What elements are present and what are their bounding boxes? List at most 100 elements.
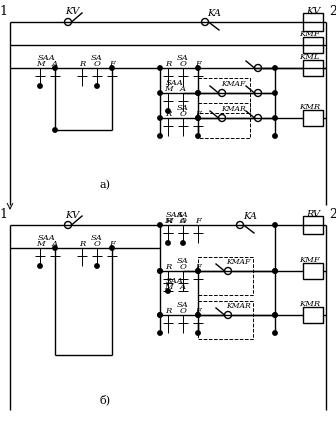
Text: A: A bbox=[180, 85, 186, 93]
Circle shape bbox=[196, 116, 200, 120]
Bar bbox=[303, 37, 323, 53]
Circle shape bbox=[196, 134, 200, 138]
Circle shape bbox=[53, 246, 57, 250]
Text: KMAR: KMAR bbox=[221, 105, 245, 113]
Circle shape bbox=[196, 66, 200, 70]
Bar bbox=[303, 307, 323, 323]
Text: SA: SA bbox=[177, 54, 189, 62]
Circle shape bbox=[95, 84, 99, 88]
Text: SAA: SAA bbox=[166, 211, 184, 219]
Text: F: F bbox=[195, 263, 201, 271]
Text: 2: 2 bbox=[329, 208, 336, 221]
Text: A: A bbox=[180, 283, 186, 291]
Circle shape bbox=[158, 331, 162, 335]
Circle shape bbox=[273, 134, 277, 138]
Bar bbox=[303, 60, 323, 76]
Text: O: O bbox=[179, 307, 186, 315]
Circle shape bbox=[273, 223, 277, 227]
Bar bbox=[198, 103, 250, 138]
Text: KMAF: KMAF bbox=[226, 258, 250, 266]
Bar bbox=[303, 263, 323, 279]
Bar bbox=[198, 78, 250, 113]
Circle shape bbox=[273, 269, 277, 273]
Text: R: R bbox=[79, 60, 85, 68]
Circle shape bbox=[196, 313, 200, 317]
Text: O: O bbox=[179, 60, 186, 68]
Text: A: A bbox=[180, 217, 186, 225]
Text: KML: KML bbox=[299, 53, 320, 61]
Circle shape bbox=[196, 116, 200, 120]
Circle shape bbox=[196, 331, 200, 335]
Text: M: M bbox=[36, 240, 44, 248]
Text: M: M bbox=[164, 283, 172, 291]
Circle shape bbox=[273, 116, 277, 120]
Text: SAA: SAA bbox=[166, 79, 184, 87]
Text: KMF: KMF bbox=[299, 256, 320, 264]
Text: F: F bbox=[195, 217, 201, 225]
Circle shape bbox=[158, 313, 162, 317]
Text: A: A bbox=[52, 240, 58, 248]
Circle shape bbox=[273, 91, 277, 95]
Circle shape bbox=[158, 269, 162, 273]
Text: 1: 1 bbox=[0, 208, 7, 221]
Text: KMR: KMR bbox=[299, 103, 320, 111]
Text: F: F bbox=[109, 240, 115, 248]
Text: KA: KA bbox=[243, 211, 257, 221]
Text: R: R bbox=[165, 263, 171, 271]
Circle shape bbox=[196, 313, 200, 317]
Circle shape bbox=[181, 241, 185, 245]
Circle shape bbox=[53, 128, 57, 132]
Circle shape bbox=[166, 289, 170, 293]
Text: O: O bbox=[179, 110, 186, 118]
Text: SAA: SAA bbox=[38, 234, 56, 242]
Text: KMAF: KMAF bbox=[221, 80, 245, 88]
Circle shape bbox=[38, 264, 42, 268]
Circle shape bbox=[110, 246, 114, 250]
Text: RV: RV bbox=[306, 210, 320, 218]
Bar bbox=[303, 216, 323, 234]
Text: б): б) bbox=[99, 395, 111, 405]
Bar bbox=[198, 257, 253, 295]
Text: R: R bbox=[165, 217, 171, 225]
Circle shape bbox=[158, 313, 162, 317]
Text: M: M bbox=[36, 60, 44, 68]
Text: R: R bbox=[165, 307, 171, 315]
Circle shape bbox=[273, 313, 277, 317]
Circle shape bbox=[53, 66, 57, 70]
Text: SAA: SAA bbox=[166, 277, 184, 285]
Circle shape bbox=[166, 109, 170, 113]
Text: O: O bbox=[93, 60, 100, 68]
Text: SA: SA bbox=[91, 234, 103, 242]
Circle shape bbox=[158, 269, 162, 273]
Text: SA: SA bbox=[177, 257, 189, 265]
Text: O: O bbox=[179, 217, 186, 225]
Circle shape bbox=[158, 66, 162, 70]
Text: SA: SA bbox=[177, 301, 189, 309]
Text: KMR: KMR bbox=[299, 300, 320, 308]
Circle shape bbox=[95, 264, 99, 268]
Text: M: M bbox=[164, 217, 172, 225]
Text: O: O bbox=[179, 263, 186, 271]
Text: R: R bbox=[79, 240, 85, 248]
Circle shape bbox=[196, 269, 200, 273]
Text: F: F bbox=[195, 60, 201, 68]
Text: M: M bbox=[164, 85, 172, 93]
Circle shape bbox=[158, 223, 162, 227]
Circle shape bbox=[273, 269, 277, 273]
Text: 2: 2 bbox=[329, 5, 336, 18]
Circle shape bbox=[196, 91, 200, 95]
Text: SA: SA bbox=[177, 211, 189, 219]
Text: KMAR: KMAR bbox=[226, 302, 250, 310]
Circle shape bbox=[273, 331, 277, 335]
Bar bbox=[303, 13, 323, 31]
Bar bbox=[198, 301, 253, 339]
Text: F: F bbox=[109, 60, 115, 68]
Text: KMF: KMF bbox=[299, 30, 320, 38]
Text: KA: KA bbox=[207, 8, 221, 17]
Circle shape bbox=[196, 91, 200, 95]
Circle shape bbox=[158, 134, 162, 138]
Text: O: O bbox=[93, 240, 100, 248]
Circle shape bbox=[166, 241, 170, 245]
Text: а): а) bbox=[99, 180, 111, 190]
Text: SA: SA bbox=[177, 104, 189, 112]
